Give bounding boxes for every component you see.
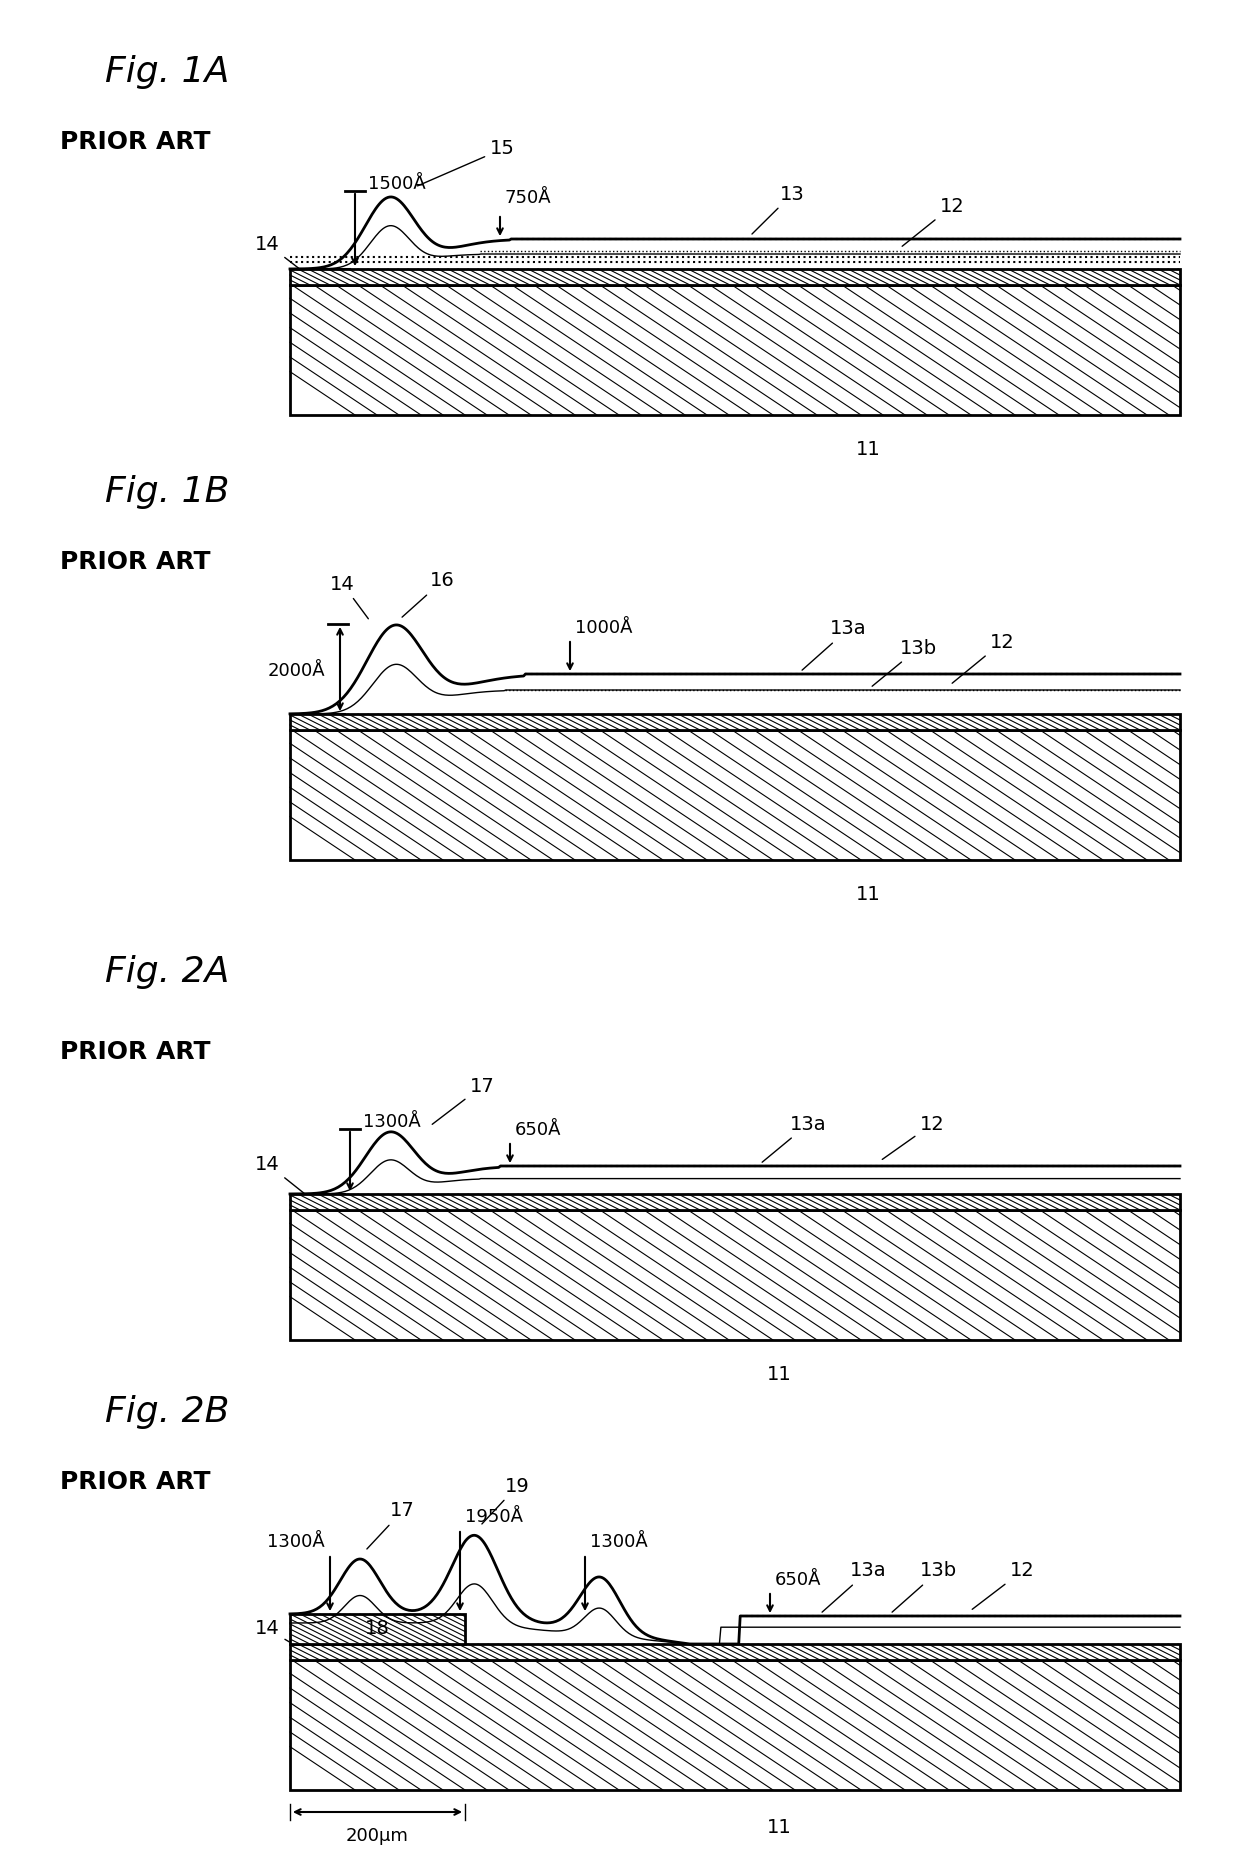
Bar	[290, 1661, 1180, 1789]
Text: 13b: 13b	[872, 639, 937, 686]
Text: Fig. 1B: Fig. 1B	[105, 475, 229, 509]
Text: 13b: 13b	[892, 1562, 957, 1612]
Text: 13a: 13a	[763, 1115, 827, 1163]
Text: PRIOR ART: PRIOR ART	[60, 550, 211, 574]
Text: 650Å: 650Å	[515, 1120, 562, 1139]
Bar	[290, 1210, 1180, 1340]
Text: 11: 11	[768, 1364, 792, 1383]
Text: 750Å: 750Å	[505, 188, 552, 207]
Text: 11: 11	[856, 885, 880, 904]
Text: 13a: 13a	[822, 1562, 887, 1612]
Bar	[290, 731, 1180, 859]
Bar	[290, 1644, 1180, 1661]
Bar	[290, 1614, 465, 1644]
Text: 1000Å: 1000Å	[575, 619, 632, 637]
Text: 13a: 13a	[802, 619, 867, 671]
Bar	[290, 268, 1180, 285]
Text: 1300Å: 1300Å	[590, 1532, 647, 1551]
Text: 14: 14	[330, 574, 368, 619]
Text: 12: 12	[972, 1562, 1034, 1609]
Text: 14: 14	[255, 1620, 312, 1655]
Text: 11: 11	[856, 440, 880, 459]
Text: Fig. 1A: Fig. 1A	[105, 56, 229, 89]
Text: 15: 15	[418, 140, 515, 186]
Text: PRIOR ART: PRIOR ART	[60, 1040, 211, 1064]
Text: 13: 13	[751, 185, 805, 235]
Text: 11: 11	[768, 1817, 792, 1838]
Bar	[290, 714, 1180, 731]
Text: 1500Å: 1500Å	[368, 175, 425, 194]
Text: 12: 12	[903, 196, 965, 246]
Text: 1300Å: 1300Å	[268, 1532, 325, 1551]
Text: 12: 12	[883, 1115, 945, 1159]
Text: 12: 12	[952, 632, 1014, 684]
Text: 2000Å: 2000Å	[268, 662, 325, 680]
Text: 19: 19	[482, 1476, 529, 1525]
Bar	[290, 285, 1180, 416]
Text: Fig. 2A: Fig. 2A	[105, 954, 229, 990]
Text: 1950Å: 1950Å	[465, 1508, 523, 1527]
Text: 16: 16	[402, 572, 455, 617]
Text: PRIOR ART: PRIOR ART	[60, 1471, 211, 1495]
Text: 17: 17	[433, 1077, 495, 1124]
Bar	[290, 1195, 1180, 1210]
Text: 17: 17	[367, 1502, 414, 1549]
Text: 200μm: 200μm	[346, 1827, 409, 1845]
Text: 1300Å: 1300Å	[363, 1113, 420, 1131]
Text: Fig. 2B: Fig. 2B	[105, 1394, 229, 1430]
Text: PRIOR ART: PRIOR ART	[60, 130, 211, 155]
Text: 14: 14	[255, 1154, 312, 1200]
Text: 14: 14	[255, 235, 308, 276]
Text: 18: 18	[365, 1620, 389, 1638]
Text: 650Å: 650Å	[775, 1571, 821, 1588]
